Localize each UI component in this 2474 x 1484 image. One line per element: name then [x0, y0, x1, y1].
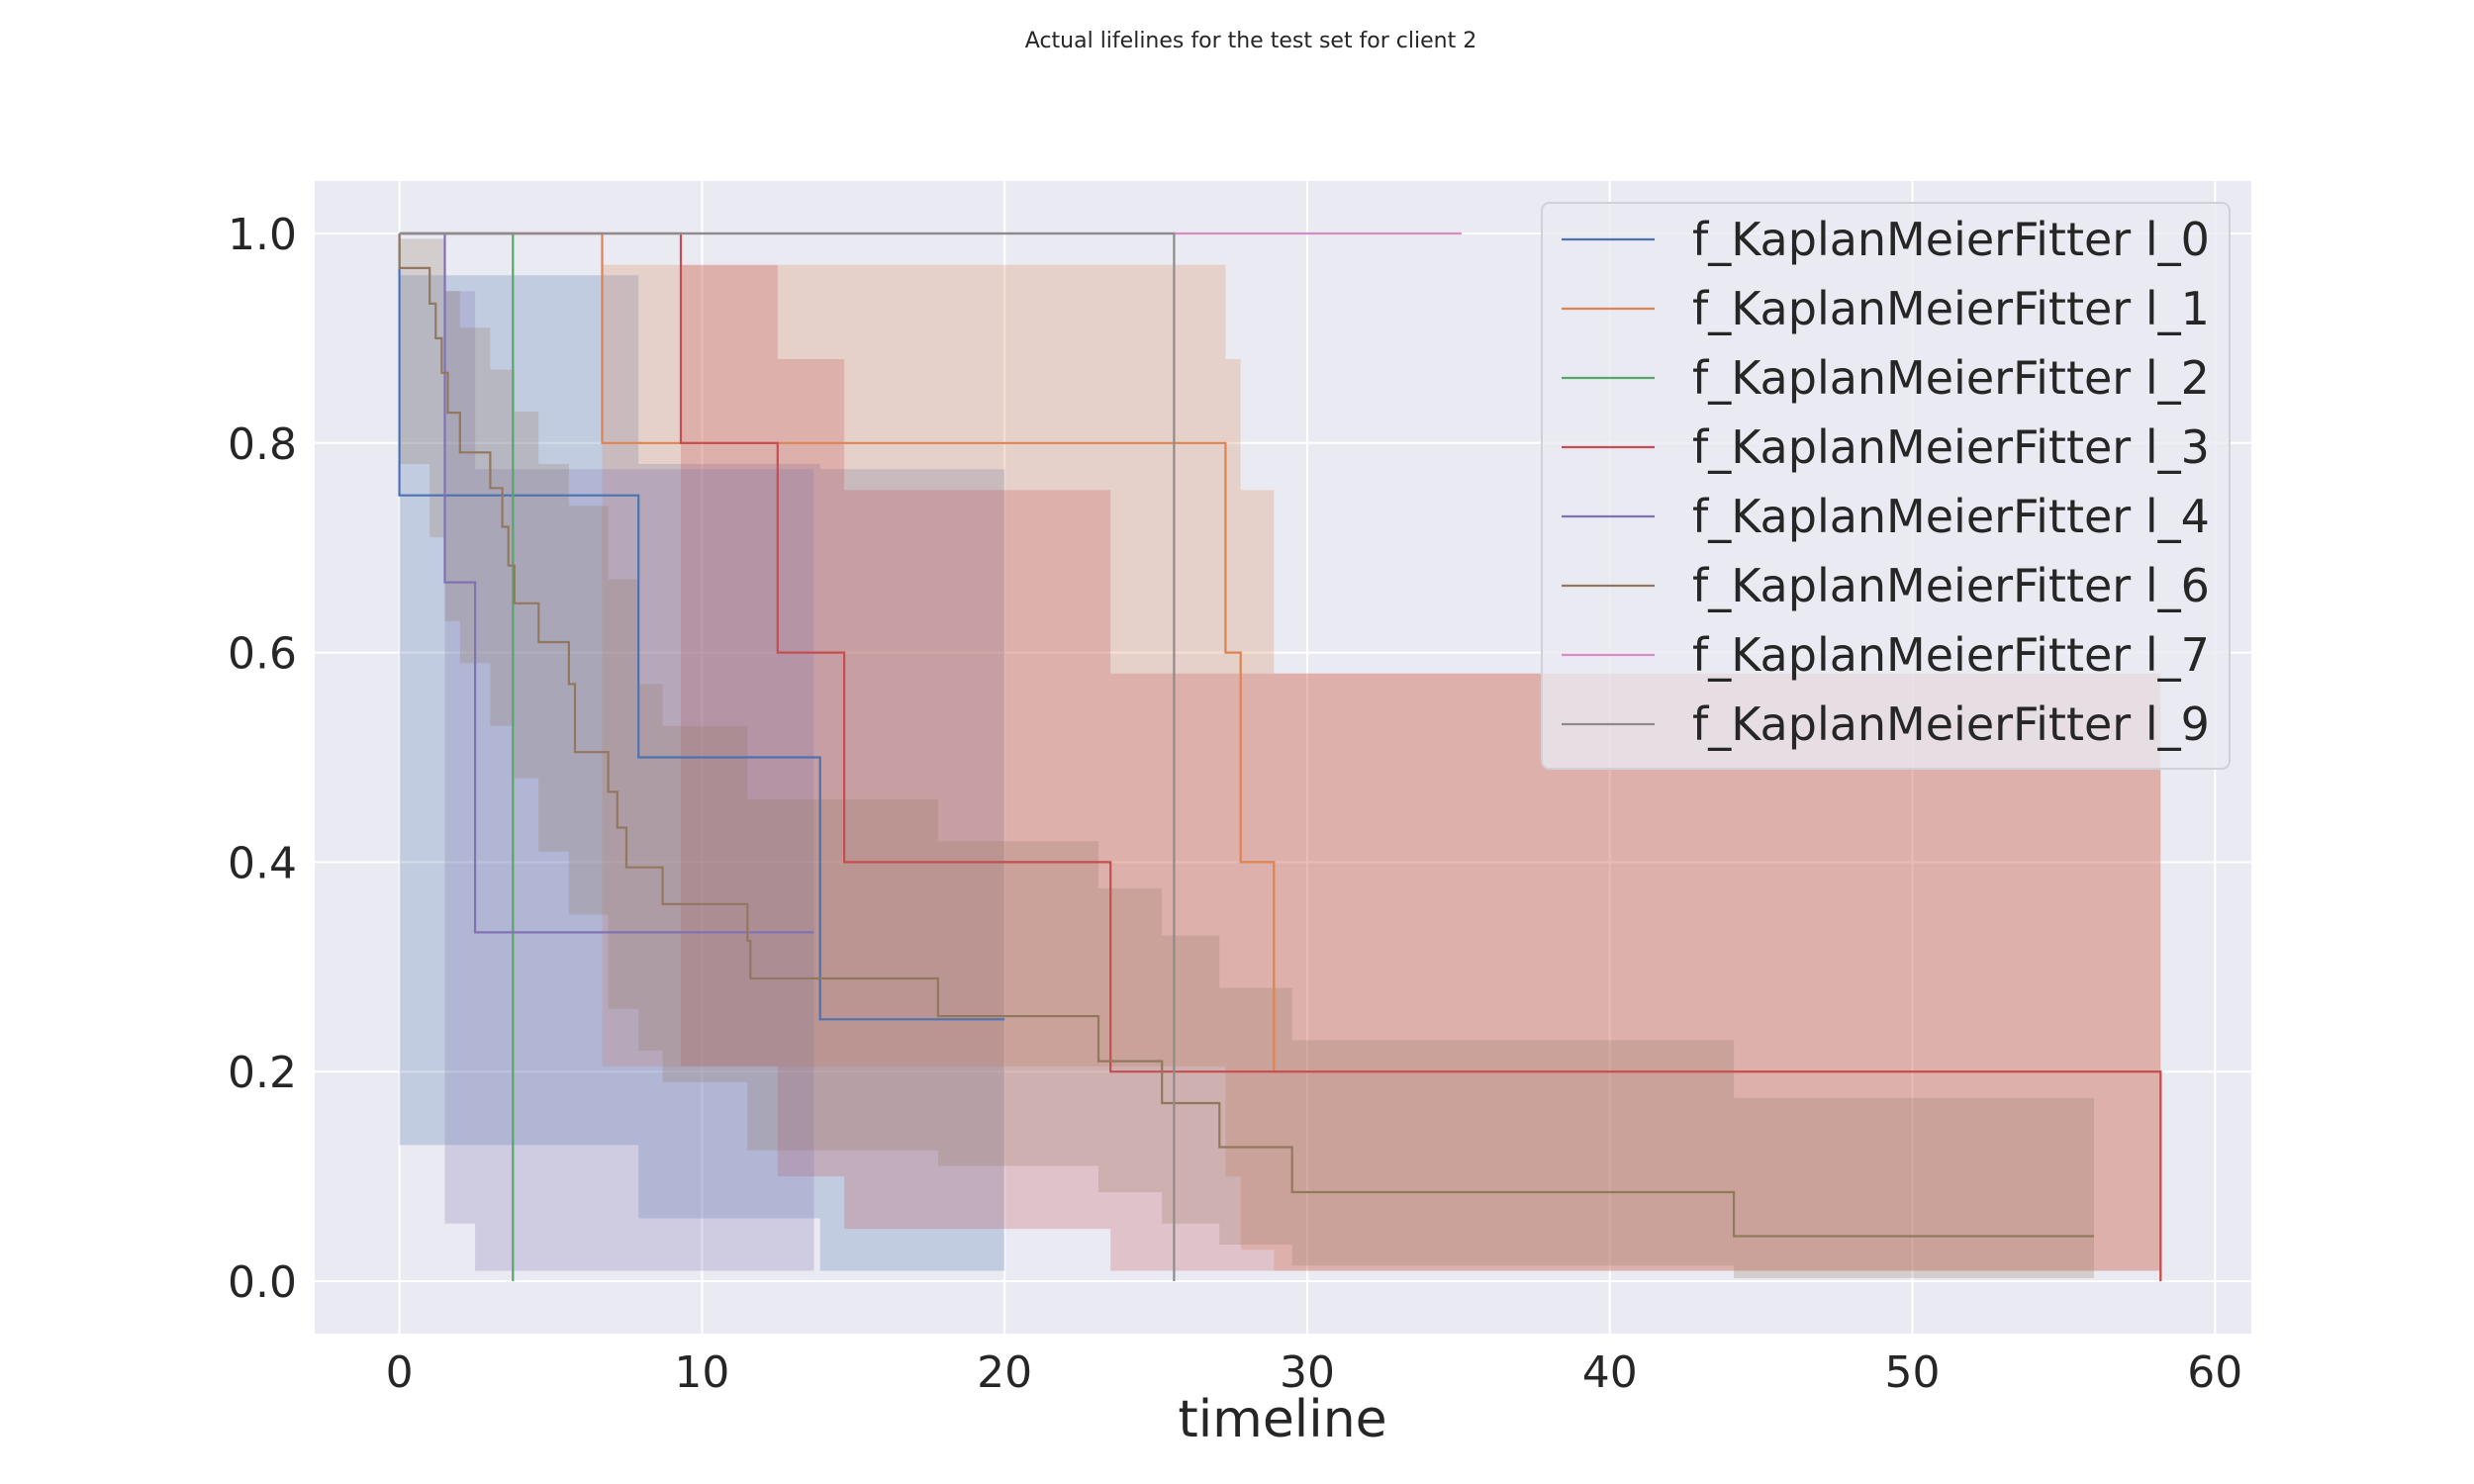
- series-line-7: [399, 232, 1176, 1281]
- x-tick-label: 20: [977, 1347, 1032, 1398]
- series-line-3: [399, 232, 2162, 1281]
- legend: f_KaplanMeierFitter l_0 f_KaplanMeierFitt…: [1541, 202, 2231, 770]
- x-tick-label: 40: [1582, 1347, 1638, 1398]
- legend-entry-label: f_KaplanMeierFitter l_6: [1692, 559, 2210, 612]
- ci-band-4: [444, 291, 814, 1271]
- legend-entry-label: f_KaplanMeierFitter l_4: [1692, 490, 2210, 543]
- y-tick-label: 0.6: [228, 629, 297, 680]
- series-line-5: [398, 233, 2094, 1238]
- x-tick-label: 60: [2187, 1347, 2242, 1398]
- legend-entry-label: f_KaplanMeierFitter l_0: [1692, 213, 2210, 266]
- y-tick-label: 0.2: [228, 1048, 297, 1098]
- legend-entry-label: f_KaplanMeierFitter l_7: [1692, 628, 2210, 682]
- y-tick-label: 0.4: [228, 838, 297, 888]
- legend-entry-label: f_KaplanMeierFitter l_1: [1692, 282, 2210, 335]
- x-axis-label: timeline: [1178, 1390, 1386, 1449]
- legend-entry-label: f_KaplanMeierFitter l_9: [1692, 697, 2210, 751]
- x-tick-label: 0: [386, 1347, 414, 1398]
- survival-lines: [398, 232, 2162, 1281]
- x-tick-label: 50: [1885, 1347, 1941, 1398]
- y-tick-labels: 0.0 0.2 0.4 0.6 0.8 1.0: [228, 210, 297, 1308]
- ci-band-3: [681, 264, 2161, 1271]
- y-tick-label: 0.0: [228, 1257, 297, 1308]
- x-tick-label: 30: [1280, 1347, 1335, 1398]
- legend-entry-label: f_KaplanMeierFitter l_2: [1692, 351, 2210, 405]
- x-tick-label: 10: [674, 1347, 729, 1398]
- y-tick-label: 1.0: [228, 210, 297, 260]
- chart-title: Actual lifelines for the test set for cl…: [1025, 29, 1476, 53]
- x-tick-labels: 0 10 20 30 40 50 60: [386, 1347, 2243, 1398]
- series-line-0: [398, 233, 1005, 1021]
- ci-band-0: [399, 275, 1005, 1271]
- legend-box: [1541, 202, 2231, 770]
- confidence-bands: [399, 238, 2161, 1278]
- legend-entry-label: f_KaplanMeierFitter l_3: [1692, 420, 2210, 474]
- y-tick-label: 0.8: [228, 419, 297, 470]
